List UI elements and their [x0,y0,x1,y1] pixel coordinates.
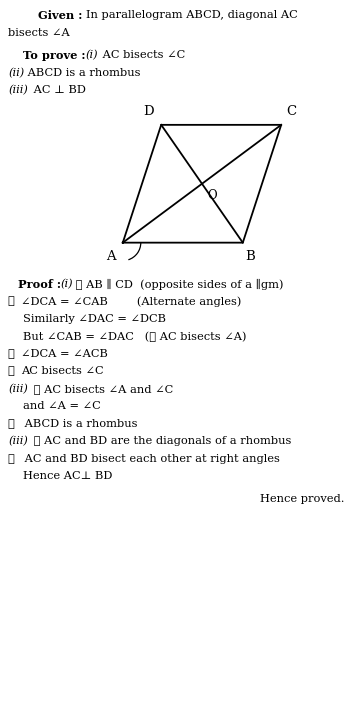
Text: ∵ AC bisects ∠A and ∠C: ∵ AC bisects ∠A and ∠C [30,384,173,394]
Text: Hence AC⊥ BD: Hence AC⊥ BD [23,471,113,482]
Text: ∴: ∴ [8,348,18,359]
Text: ∴: ∴ [8,296,18,307]
Text: To prove :: To prove : [23,51,89,61]
Text: O: O [207,189,217,202]
Text: (iii): (iii) [8,384,28,394]
Text: Similarly ∠DAC = ∠DCB: Similarly ∠DAC = ∠DCB [23,314,166,324]
Text: Given :: Given : [38,10,86,21]
Text: and ∠A = ∠C: and ∠A = ∠C [23,401,101,411]
Text: (iii): (iii) [8,85,28,95]
Text: ∠DCA = ∠ACB: ∠DCA = ∠ACB [21,348,108,359]
Text: A: A [106,249,116,262]
Text: (i): (i) [85,51,98,61]
Text: Proof :: Proof : [18,279,65,290]
Text: But ∠CAB = ∠DAC   (∵ AC bisects ∠A): But ∠CAB = ∠DAC (∵ AC bisects ∠A) [23,331,246,342]
Text: ∵ AB ∥ CD  (opposite sides of a ∥gm): ∵ AB ∥ CD (opposite sides of a ∥gm) [72,279,284,290]
Text: ABCD is a rhombus: ABCD is a rhombus [21,419,137,429]
Text: (ii): (ii) [8,68,24,78]
Text: AC and BD bisect each other at right angles: AC and BD bisect each other at right ang… [21,454,280,463]
Text: ∴: ∴ [8,454,18,463]
Text: ∠DCA = ∠CAB        (Alternate angles): ∠DCA = ∠CAB (Alternate angles) [21,296,241,307]
Text: ∴: ∴ [8,367,18,376]
Text: bisects ∠A: bisects ∠A [8,27,70,38]
Text: Hence proved.: Hence proved. [261,494,345,504]
Text: ∵ AC and BD are the diagonals of a rhombus: ∵ AC and BD are the diagonals of a rhomb… [30,436,291,446]
Text: AC bisects ∠C: AC bisects ∠C [21,367,104,376]
Text: AC bisects ∠C: AC bisects ∠C [99,51,185,60]
Text: In parallelogram ABCD, diagonal AC: In parallelogram ABCD, diagonal AC [86,10,298,20]
Text: C: C [286,105,296,118]
Text: B: B [245,249,255,262]
Text: ABCD is a rhombus: ABCD is a rhombus [24,68,141,78]
Text: (iii): (iii) [8,436,28,447]
Text: ∴: ∴ [8,419,18,429]
Text: AC ⊥ BD: AC ⊥ BD [30,85,86,95]
Text: D: D [143,105,154,118]
Text: (i): (i) [60,279,73,289]
